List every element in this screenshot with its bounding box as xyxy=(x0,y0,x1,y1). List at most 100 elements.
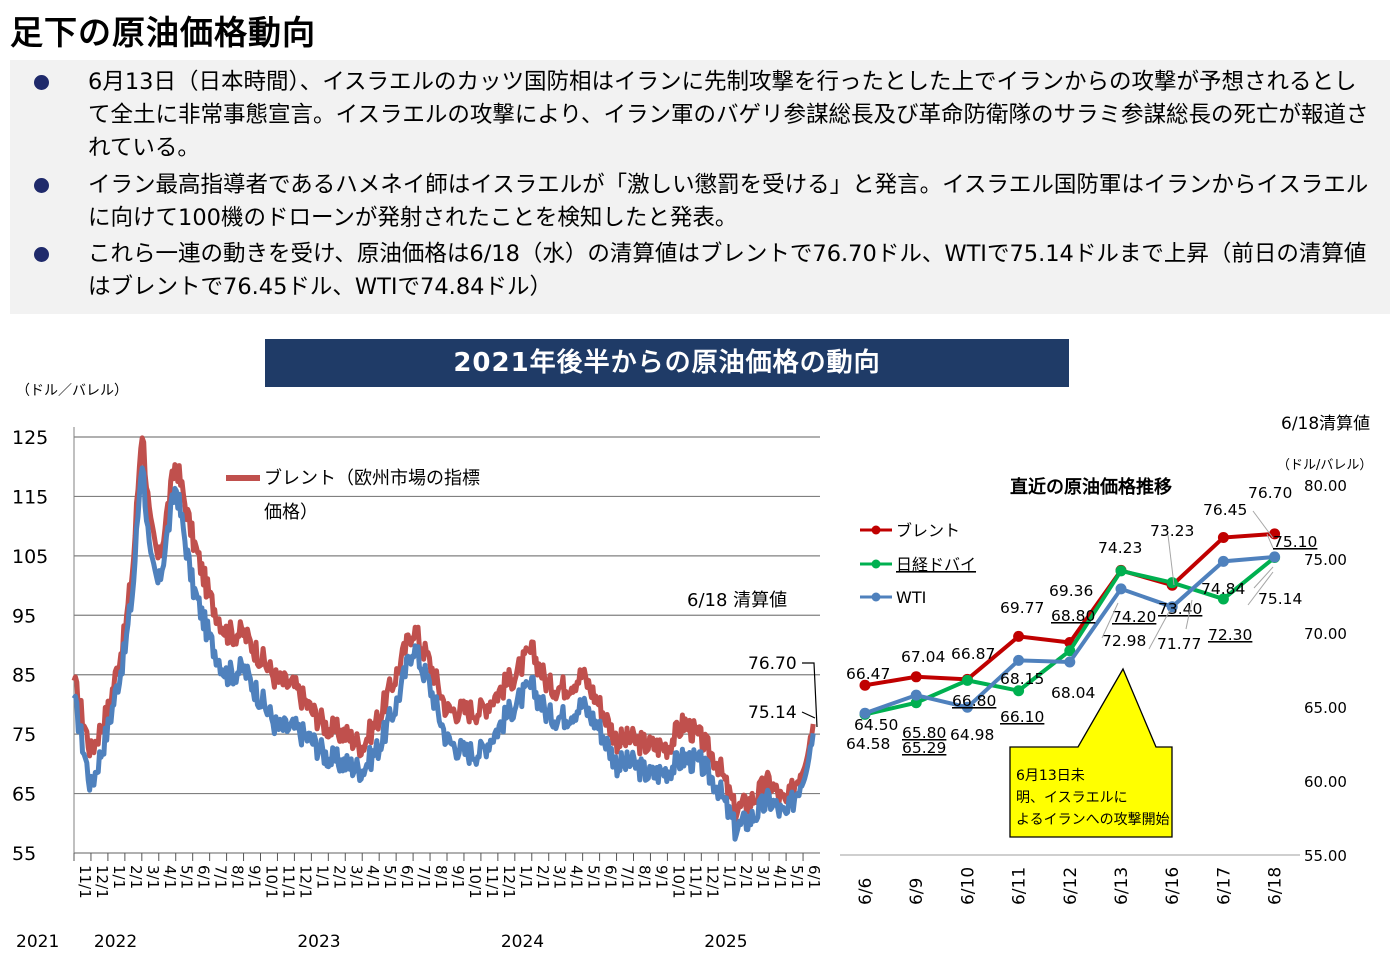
data-point xyxy=(1013,685,1025,697)
callout-box xyxy=(1009,667,1173,838)
x-tick-label: 9/1 xyxy=(246,865,264,889)
x-tick-label: 3/1 xyxy=(347,865,365,889)
y-tick-label: 85 xyxy=(12,665,36,687)
y-tick-label: 95 xyxy=(12,605,36,627)
data-label: 66.10 xyxy=(1000,708,1044,726)
x-tick-label: 6/17 xyxy=(1214,867,1234,905)
x-tick-label: 6/11 xyxy=(1010,867,1030,905)
data-point xyxy=(910,689,922,701)
year-label: 2024 xyxy=(501,932,544,952)
x-tick-label: 7/1 xyxy=(619,865,637,889)
y-tick-label: 80.00 xyxy=(1304,477,1347,495)
data-label: 74.20 xyxy=(1112,608,1156,626)
end-value-label-wti: 75.14 xyxy=(748,703,797,723)
data-label: 75.10 xyxy=(1273,533,1317,551)
x-tick-label: 12/1 xyxy=(500,865,518,899)
page-title: 足下の原油価格動向 xyxy=(10,13,316,52)
data-point xyxy=(961,701,973,713)
x-tick-label: 6/12 xyxy=(1061,867,1081,905)
data-label: 72.98 xyxy=(1102,632,1146,650)
y-axis-label: （ドル/バレル） xyxy=(1277,458,1372,473)
data-point xyxy=(859,679,871,691)
x-tick-label: 4/1 xyxy=(771,865,789,889)
year-label: 2025 xyxy=(704,932,747,952)
legend-label: ブレント xyxy=(896,521,960,540)
x-tick-label: 5/1 xyxy=(788,865,806,889)
data-label: 69.77 xyxy=(1000,599,1044,617)
x-tick-label: 11/1 xyxy=(76,865,94,899)
data-point xyxy=(1166,601,1178,613)
legend-marker xyxy=(871,592,881,602)
y-tick-label: 75.00 xyxy=(1304,551,1347,569)
x-tick-label: 11/1 xyxy=(279,865,297,899)
data-label: 68.04 xyxy=(1051,684,1095,702)
data-label: 73.23 xyxy=(1150,522,1194,540)
year-label: 2022 xyxy=(94,932,137,952)
x-tick-label: 1/1 xyxy=(110,865,128,889)
x-tick-label: 6/1 xyxy=(805,865,823,889)
leader-line-wti xyxy=(801,711,816,719)
x-tick-label: 10/1 xyxy=(466,865,484,899)
x-tick-label: 5/1 xyxy=(585,865,603,889)
data-label: 72.30 xyxy=(1208,626,1252,644)
y-tick-label: 65 xyxy=(12,784,36,806)
data-point xyxy=(1115,565,1127,577)
x-tick-label: 6/10 xyxy=(958,867,978,905)
data-point xyxy=(1217,532,1229,544)
label-leader-line xyxy=(1101,602,1119,639)
label-leader-line xyxy=(1148,609,1171,650)
data-point xyxy=(1064,656,1076,668)
y-tick-label: 60.00 xyxy=(1304,773,1347,791)
legend-marker xyxy=(871,559,881,569)
x-tick-label: 6/16 xyxy=(1163,867,1183,905)
bullet-text: これら一連の動きを受け、原油価格は6/18（水）の清算値はブレントで76.70ド… xyxy=(88,241,1367,300)
x-tick-label: 8/1 xyxy=(229,865,247,889)
bullet-dot-icon xyxy=(34,247,49,262)
x-tick-label: 4/1 xyxy=(568,865,586,889)
brent-series-line xyxy=(71,435,816,824)
data-point xyxy=(1013,630,1025,642)
data-label: 67.04 xyxy=(901,648,945,666)
data-label: 66.80 xyxy=(952,692,996,710)
x-tick-label: 8/1 xyxy=(636,865,654,889)
data-point xyxy=(1166,577,1178,589)
data-label: 64.50 xyxy=(854,716,898,734)
label-leader-line xyxy=(1252,510,1274,539)
x-tick-label: 11/1 xyxy=(686,865,704,899)
data-label: 73.40 xyxy=(1158,600,1202,618)
data-point xyxy=(1115,583,1127,595)
y-tick-label: 105 xyxy=(12,546,48,568)
data-point xyxy=(859,707,871,719)
x-tick-label: 6/6 xyxy=(856,878,876,905)
bullet-list: 6月13日（日本時間）、イスラエルのカッツ国防相はイランに先制攻撃を行ったとした… xyxy=(10,60,1390,314)
x-tick-label: 5/1 xyxy=(178,865,196,889)
x-tick-label: 3/1 xyxy=(551,865,569,889)
year-label: 2023 xyxy=(297,932,340,952)
y-tick-label: 55.00 xyxy=(1304,847,1347,865)
data-label: 74.23 xyxy=(1098,539,1142,557)
x-tick-label: 6/1 xyxy=(195,865,213,889)
x-tick-label: 12/1 xyxy=(296,865,314,899)
chart-banner: 2021年後半からの原油価格の動向 xyxy=(265,339,1069,387)
legend-label-brent: ブレント（欧州市場の指標価格） xyxy=(264,467,480,523)
label-leader-line xyxy=(1253,566,1274,589)
leader-line-brent xyxy=(802,662,818,728)
data-label: 75.14 xyxy=(1258,590,1302,608)
data-point xyxy=(910,697,922,709)
data-label: 74.84 xyxy=(1201,580,1245,598)
data-point xyxy=(1269,551,1281,563)
x-tick-label: 6/13 xyxy=(1112,867,1132,905)
y-tick-label: 75 xyxy=(12,724,36,746)
data-label: 76.45 xyxy=(1203,501,1247,519)
callout-text: 6月13日未明、イスラエルによるイランへの攻撃開始 xyxy=(1016,768,1170,828)
bullet-dot-icon xyxy=(34,75,49,90)
x-tick-label: 3/1 xyxy=(754,865,772,889)
y-tick-label: 55 xyxy=(12,843,36,865)
label-leader-line xyxy=(1167,534,1175,586)
label-leader-line xyxy=(1247,571,1274,606)
data-label: 64.98 xyxy=(950,726,994,744)
data-label: 76.70 xyxy=(1248,484,1292,502)
x-tick-label: 8/1 xyxy=(432,865,450,889)
wti-series-line xyxy=(71,465,816,842)
x-tick-label: 1/1 xyxy=(720,865,738,889)
